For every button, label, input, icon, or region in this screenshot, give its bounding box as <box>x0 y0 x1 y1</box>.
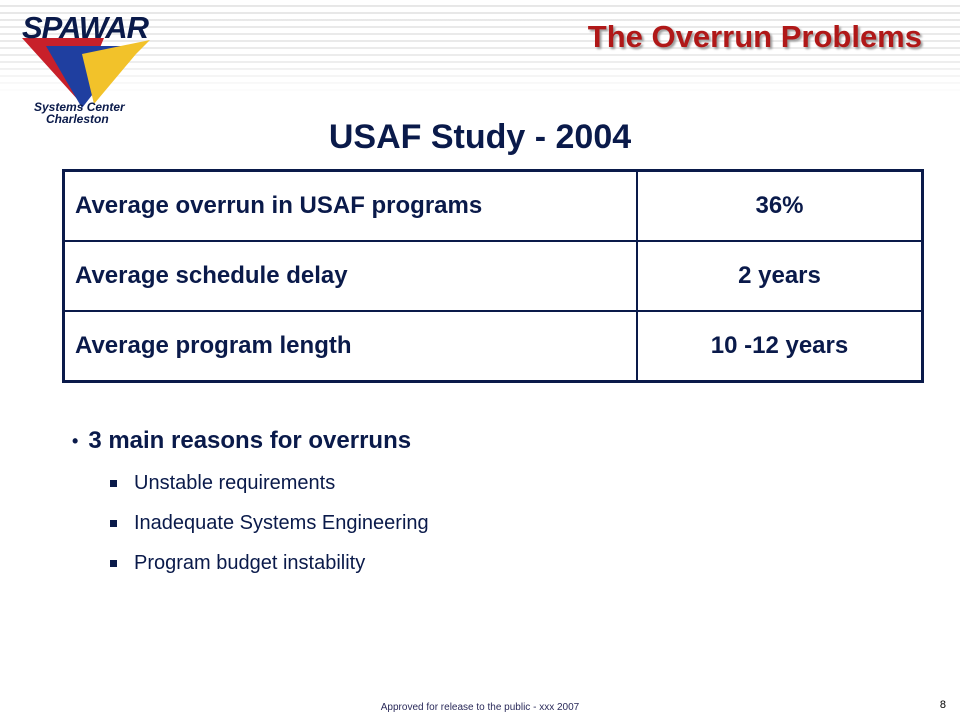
sub-bullet-text: Inadequate Systems Engineering <box>134 511 429 534</box>
table-row: Average program length 10 -12 years <box>62 310 924 383</box>
table-row: Average schedule delay 2 years <box>62 240 924 312</box>
main-bullet-text: 3 main reasons for overruns <box>88 427 412 454</box>
table-row: Average overrun in USAF programs 36% <box>62 169 924 242</box>
study-table: Average overrun in USAF programs 36% Ave… <box>62 169 924 383</box>
square-bullet-icon <box>110 559 117 567</box>
row-value: 2 years <box>636 240 924 312</box>
square-bullet-icon <box>110 479 117 487</box>
row-value: 36% <box>636 169 924 242</box>
logo-subtitle-line2: Charleston <box>46 112 109 126</box>
slide-title: The Overrun Problems <box>587 19 922 54</box>
spawar-logo: SPAWAR Systems Center Charleston <box>8 4 158 126</box>
row-label: Average program length <box>62 310 638 383</box>
logo-subtitle-line1: Systems Center <box>34 100 125 114</box>
sub-bullet: Unstable requirements <box>110 463 429 503</box>
sub-bullet: Inadequate Systems Engineering <box>110 503 429 543</box>
row-value: 10 -12 years <box>636 310 924 383</box>
row-label: Average overrun in USAF programs <box>62 169 638 242</box>
logo-chevron-icon <box>22 38 150 108</box>
logo-wordmark: SPAWAR <box>22 10 149 45</box>
square-bullet-icon <box>110 519 117 527</box>
main-bullet: • 3 main reasons for overruns <box>72 425 429 457</box>
row-label: Average schedule delay <box>62 240 638 312</box>
sub-bullet-text: Unstable requirements <box>134 471 336 494</box>
bullet-list: • 3 main reasons for overruns Unstable r… <box>72 425 429 583</box>
page-number: 8 <box>939 699 946 711</box>
sub-bullet: Program budget instability <box>110 543 429 583</box>
sub-bullet-list: Unstable requirements Inadequate Systems… <box>72 463 429 583</box>
sub-bullet-text: Program budget instability <box>134 551 366 574</box>
study-heading: USAF Study - 2004 <box>328 118 632 156</box>
footer-text: Approved for release to the public - xxx… <box>380 702 580 713</box>
bullet-dot-icon: • <box>72 430 79 451</box>
header-fade <box>0 0 960 96</box>
